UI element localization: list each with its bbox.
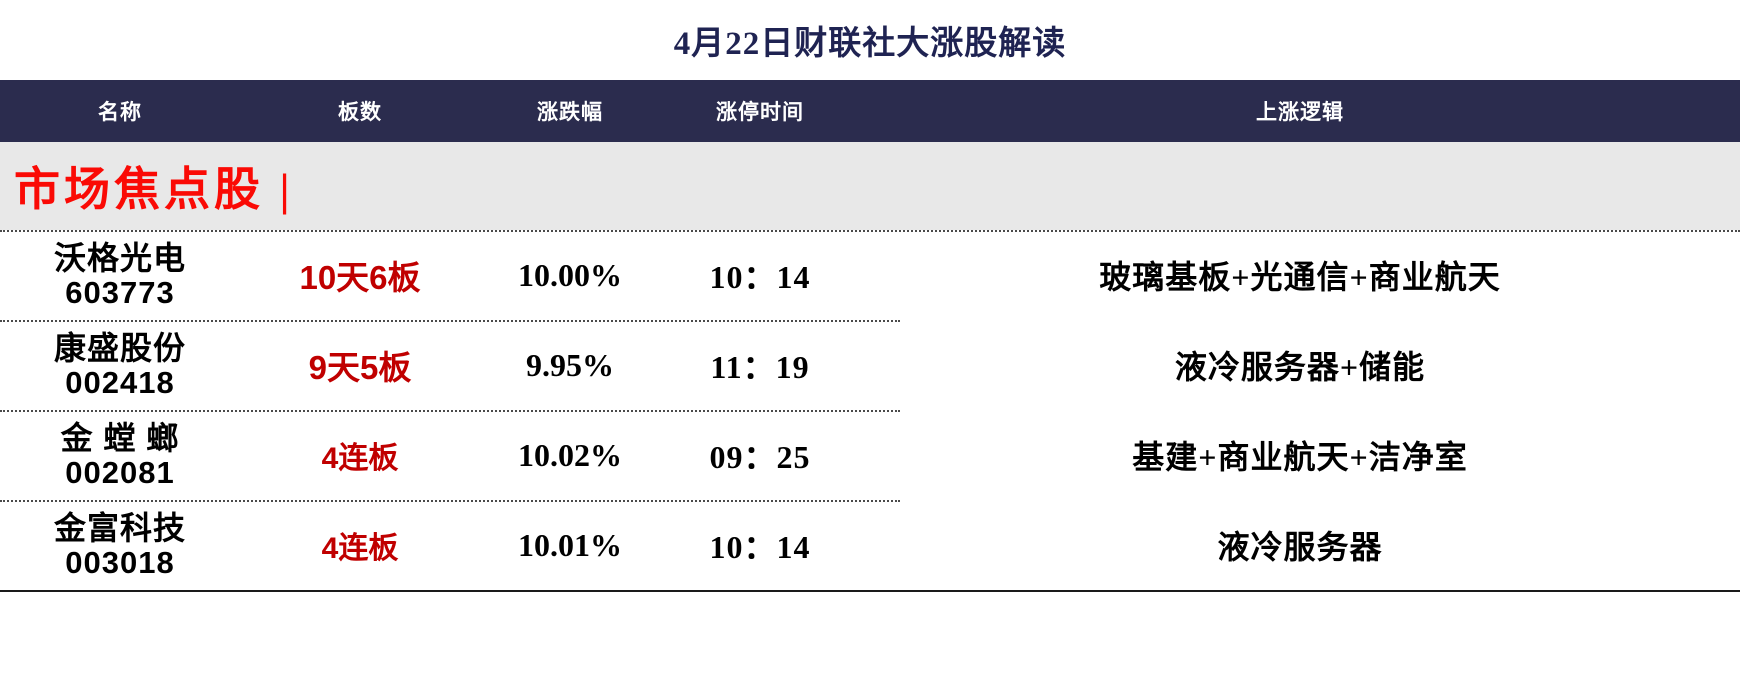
cell-name: 康盛股份 002418 <box>0 330 240 400</box>
cell-limit-time: 09：25 <box>709 439 811 475</box>
section-band-market-focus: 市场焦点股 | <box>0 142 1740 230</box>
cell-change-pct: 10.02% <box>518 436 622 473</box>
table-row[interactable]: 康盛股份 002418 9天5板 9.95% 11：19 液冷服务器+储能 <box>0 320 1740 410</box>
stock-name: 康盛股份 <box>53 330 186 367</box>
cell-name: 沃格光电 603773 <box>0 240 240 310</box>
table-header-row: 名称 板数 涨跌幅 涨停时间 上涨逻辑 <box>0 80 1740 142</box>
cell-board-count: 10天6板 <box>299 259 421 296</box>
cell-board-count: 4连板 <box>321 442 399 475</box>
row-separator <box>0 500 900 502</box>
page-title: 4月22日财联社大涨股解读 <box>673 26 1067 62</box>
column-header-change: 涨跌幅 <box>537 101 603 124</box>
table-bottom-rule <box>0 590 1740 592</box>
stock-code: 002081 <box>65 454 175 490</box>
column-header-name: 名称 <box>98 101 142 124</box>
cell-change-pct: 9.95% <box>526 346 614 383</box>
cell-limit-time: 10：14 <box>709 259 811 295</box>
cell-logic: 液冷服务器+储能 <box>1174 349 1426 385</box>
cell-change-pct: 10.00% <box>518 256 622 293</box>
table-body: 沃格光电 603773 10天6板 10.00% 10：14 玻璃基板+光通信+… <box>0 230 1740 590</box>
cell-name: 金富科技 003018 <box>0 510 240 580</box>
column-header-logic: 上涨逻辑 <box>1256 101 1344 124</box>
stock-code: 603773 <box>65 274 175 310</box>
row-separator <box>0 230 1740 232</box>
stock-name: 金富科技 <box>53 510 186 547</box>
cell-logic: 液冷服务器 <box>1217 529 1383 565</box>
cell-limit-time: 11：19 <box>710 349 810 385</box>
stock-code: 002418 <box>65 364 175 400</box>
cell-board-count: 4连板 <box>321 532 399 565</box>
stock-code: 003018 <box>65 544 175 580</box>
cell-logic: 基建+商业航天+洁净室 <box>1132 439 1468 475</box>
cell-change-pct: 10.01% <box>518 526 622 563</box>
cell-name: 金 螳 螂 002081 <box>0 420 240 490</box>
row-separator <box>0 320 900 322</box>
table-row[interactable]: 沃格光电 603773 10天6板 10.00% 10：14 玻璃基板+光通信+… <box>0 230 1740 320</box>
column-header-limit-time: 涨停时间 <box>716 101 804 124</box>
table-row[interactable]: 金富科技 003018 4连板 10.01% 10：14 液冷服务器 <box>0 500 1740 590</box>
report-title-bar: 4月22日财联社大涨股解读 <box>0 0 1740 80</box>
table-row[interactable]: 金 螳 螂 002081 4连板 10.02% 09：25 基建+商业航天+洁净… <box>0 410 1740 500</box>
cell-limit-time: 10：14 <box>709 529 811 565</box>
section-title: 市场焦点股 | <box>14 164 294 215</box>
row-separator <box>0 410 900 412</box>
cell-logic: 玻璃基板+光通信+商业航天 <box>1099 259 1501 295</box>
column-header-board: 板数 <box>338 101 382 124</box>
cell-board-count: 9天5板 <box>308 349 412 386</box>
stock-name: 沃格光电 <box>53 240 186 277</box>
stock-name: 金 螳 螂 <box>60 420 180 457</box>
